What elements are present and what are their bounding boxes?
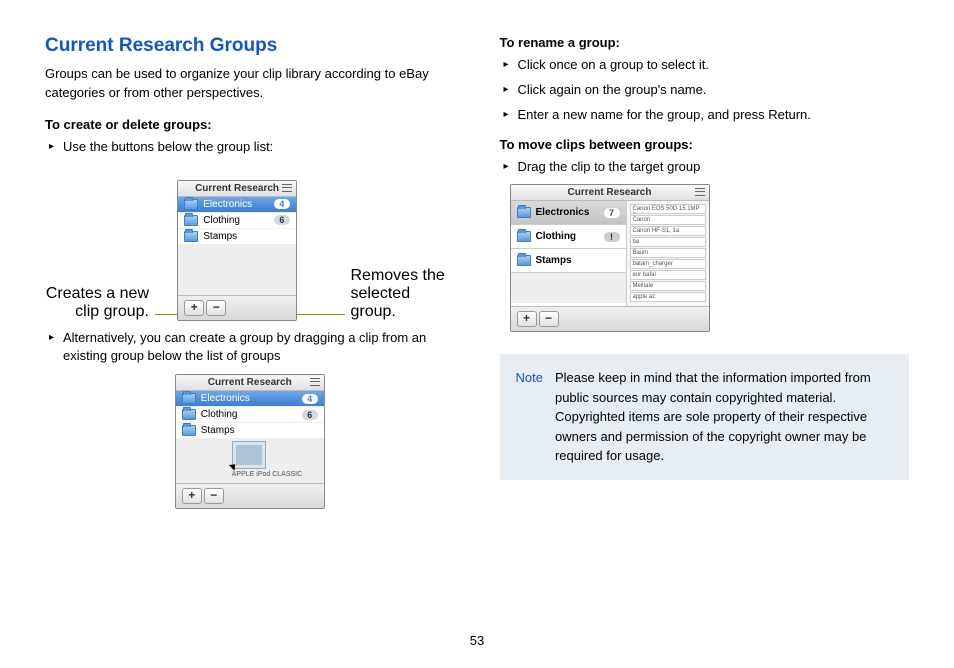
- bullet-item: ▸ Click again on the group's name.: [500, 81, 910, 100]
- folder-icon: [182, 393, 196, 404]
- clip-item[interactable]: batam_charger: [630, 259, 706, 269]
- clip-item[interactable]: Canon HF-S1, 1a: [630, 226, 706, 236]
- screenshot-move-panel: Current Research Electronics 7 Clothing: [510, 184, 710, 332]
- group-row[interactable]: Electronics 4: [176, 391, 324, 407]
- group-row[interactable]: Electronics 4: [178, 197, 296, 213]
- folder-icon: [182, 425, 196, 436]
- clip-item[interactable]: apple az: [630, 292, 706, 302]
- clip-item[interactable]: Baum: [630, 248, 706, 258]
- bullet-marker-icon: ▸: [504, 56, 518, 75]
- add-group-button[interactable]: +: [184, 300, 204, 316]
- bullet-marker-icon: ▸: [504, 158, 518, 177]
- remove-group-button[interactable]: −: [204, 488, 224, 504]
- right-column: To rename a group: ▸ Click once on a gro…: [500, 35, 910, 519]
- folder-icon: [184, 199, 198, 210]
- bullet-item: ▸ Use the buttons below the group list:: [45, 138, 455, 157]
- screenshot-drag-panel: Current Research Electronics 4 Clothing …: [175, 374, 325, 509]
- group-row[interactable]: Stamps: [176, 423, 324, 439]
- add-group-button[interactable]: +: [517, 311, 537, 327]
- count-badge: !: [604, 232, 620, 242]
- create-delete-heading: To create or delete groups:: [45, 117, 455, 132]
- count-badge: 6: [302, 410, 318, 420]
- left-column: Current Research Groups Groups can be us…: [45, 35, 455, 519]
- bullet-marker-icon: ▸: [504, 106, 518, 125]
- rename-heading: To rename a group:: [500, 35, 910, 50]
- bullet-marker-icon: ▸: [49, 138, 63, 157]
- note-text: Please keep in mind that the information…: [555, 368, 893, 466]
- folder-icon: [182, 409, 196, 420]
- remove-group-button[interactable]: −: [539, 311, 559, 327]
- clip-item[interactable]: ba: [630, 237, 706, 247]
- clip-item[interactable]: Canon EOS 50D 15.1MP Digital: [630, 204, 706, 214]
- bullet-item: ▸ Drag the clip to the target group: [500, 158, 910, 177]
- bullet-item: ▸ Alternatively, you can create a group …: [45, 329, 455, 367]
- add-group-button[interactable]: +: [182, 488, 202, 504]
- count-badge: 6: [274, 215, 290, 225]
- bullet-marker-icon: ▸: [49, 329, 63, 367]
- bullet-text: Use the buttons below the group list:: [63, 138, 455, 157]
- menu-icon: [282, 184, 292, 192]
- folder-icon: [517, 255, 531, 266]
- folder-icon: [184, 231, 198, 242]
- group-row[interactable]: Clothing !: [511, 225, 626, 249]
- remove-group-button[interactable]: −: [206, 300, 226, 316]
- count-badge: 4: [302, 394, 318, 404]
- note-label: Note: [516, 368, 543, 466]
- group-row[interactable]: Stamps: [511, 249, 626, 273]
- folder-icon: [184, 215, 198, 226]
- bullet-item: ▸ Enter a new name for the group, and pr…: [500, 106, 910, 125]
- annotation-right: Removes the selected group.: [345, 267, 455, 321]
- panel-titlebar: Current Research: [511, 185, 709, 201]
- page-number: 53: [0, 633, 954, 648]
- group-row[interactable]: Electronics 7: [511, 201, 626, 225]
- clip-label: APPLE iPod CLASSIC: [232, 471, 302, 478]
- folder-icon: [517, 231, 531, 242]
- menu-icon: [695, 188, 705, 196]
- move-heading: To move clips between groups:: [500, 137, 910, 152]
- clip-item[interactable]: Melitale: [630, 281, 706, 291]
- bullet-marker-icon: ▸: [504, 81, 518, 100]
- clip-thumbnail[interactable]: [232, 441, 266, 469]
- count-badge: 4: [274, 199, 290, 209]
- group-row[interactable]: Stamps: [178, 229, 296, 245]
- annotation-left: Creates a new clip group.: [45, 285, 155, 321]
- panel-titlebar: Current Research: [178, 181, 296, 197]
- group-row[interactable]: Clothing 6: [176, 407, 324, 423]
- section-heading: Current Research Groups: [45, 35, 455, 57]
- clip-item[interactable]: Canon: [630, 215, 706, 225]
- annotation-line-icon: [155, 314, 177, 315]
- intro-paragraph: Groups can be used to organize your clip…: [45, 65, 455, 103]
- bullet-item: ▸ Click once on a group to select it.: [500, 56, 910, 75]
- screenshot-group-panel: Current Research Electronics 4 Clothing …: [177, 180, 297, 321]
- panel-titlebar: Current Research: [176, 375, 324, 391]
- folder-icon: [517, 207, 531, 218]
- count-badge: 7: [604, 208, 620, 218]
- bullet-text: Alternatively, you can create a group by…: [63, 329, 455, 367]
- menu-icon: [310, 378, 320, 386]
- note-box: Note Please keep in mind that the inform…: [500, 354, 910, 480]
- clip-item[interactable]: eur bafal: [630, 270, 706, 280]
- group-row[interactable]: Clothing 6: [178, 213, 296, 229]
- annotation-line-icon: [297, 314, 345, 315]
- clip-list: Canon EOS 50D 15.1MP Digital Canon Canon…: [626, 201, 709, 306]
